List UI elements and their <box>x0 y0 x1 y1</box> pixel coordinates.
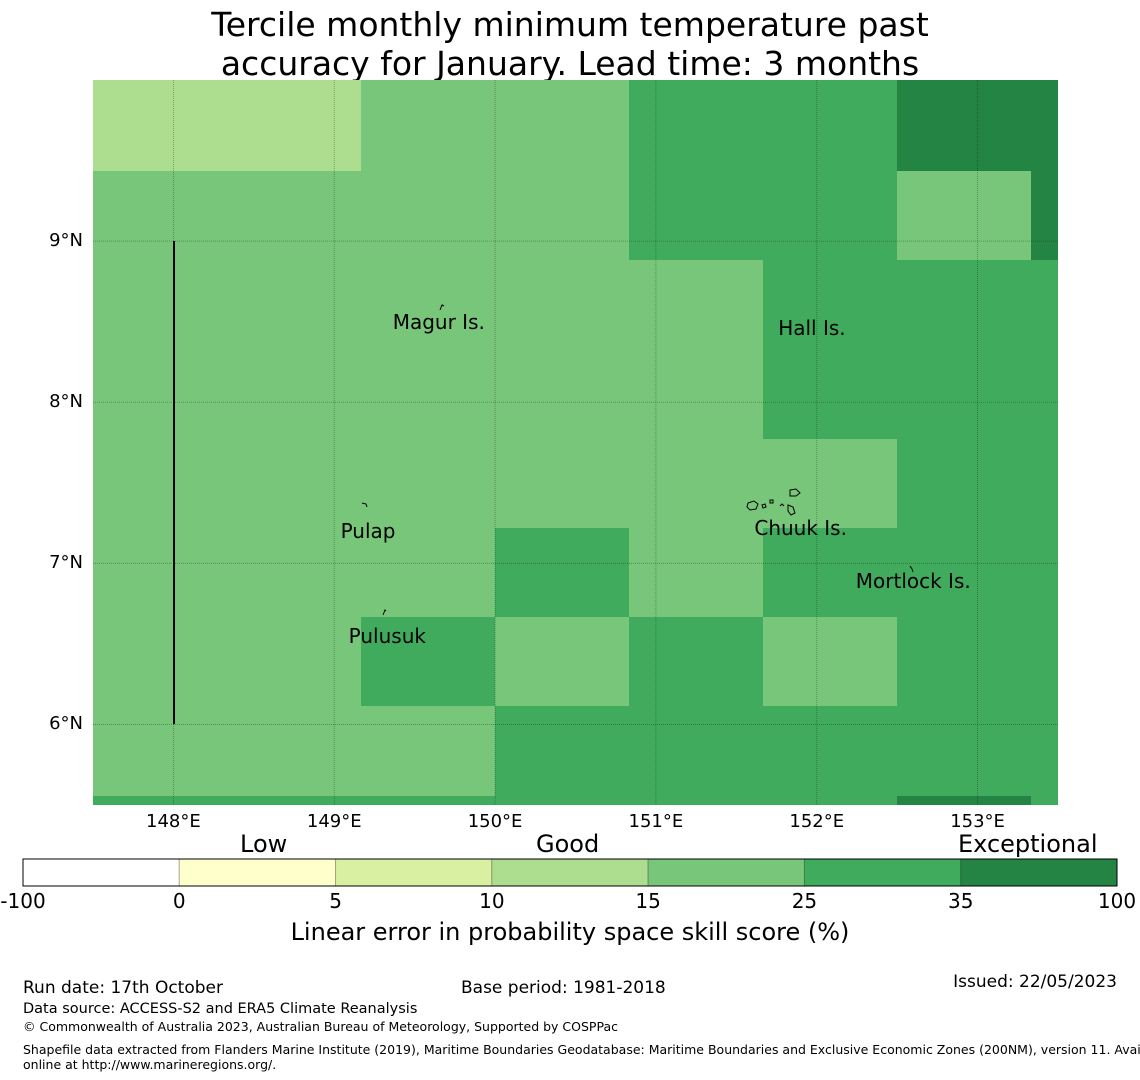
graticule <box>93 80 1058 805</box>
chuuk-islet-1 <box>761 503 767 509</box>
skill-map <box>93 80 1058 805</box>
chuuk-reef-east <box>787 504 796 516</box>
colorbar-tick-2: 5 <box>329 889 342 913</box>
shapefile-credit-line-1: Shapefile data extracted from Flanders M… <box>23 1042 1140 1057</box>
colorbar-tick-3: 10 <box>479 889 505 913</box>
skill-cell-3 <box>1031 171 1058 260</box>
lat-label-9: 9°N <box>49 230 83 252</box>
colorbar-tick-1: 0 <box>172 889 186 913</box>
base-period: Base period: 1981-2018 <box>461 978 666 998</box>
colorbar-tick-7: 100 <box>1097 889 1137 913</box>
colorbar-segment-4 <box>647 858 805 887</box>
place-label-5: Pulusuk <box>348 623 426 648</box>
skill-cell-6 <box>763 528 1058 617</box>
chuuk-islet-3 <box>779 503 785 507</box>
colorbar-tick-6: 35 <box>947 889 974 913</box>
skill-cell-13 <box>897 796 1031 805</box>
skill-cell-4 <box>763 260 1058 439</box>
colorbar-title: Linear error in probability space skill … <box>290 918 850 946</box>
skill-cell-2 <box>897 80 1058 171</box>
lat-label-7: 7°N <box>49 552 83 574</box>
category-good-label: Good <box>536 830 600 858</box>
shapefile-credit-line-2: online at http://www.marineregions.org/. <box>23 1057 277 1072</box>
colorbar-tick-0: -100 <box>0 889 46 913</box>
skill-cell-8 <box>495 528 629 617</box>
colorbar-segment-3 <box>491 858 649 887</box>
colorbar-frame <box>22 858 1118 887</box>
colorbar-segment-1 <box>178 858 337 887</box>
lon-label-152: 152°E <box>789 811 845 832</box>
lon-label-148: 148°E <box>146 811 201 832</box>
colorbar-segment-5 <box>803 858 962 887</box>
issued-date: Issued: 22/05/2023 <box>953 972 1117 992</box>
colorbar-segments <box>22 858 1118 887</box>
place-label-4: Mortlock Is. <box>855 569 971 594</box>
colorbar <box>22 858 1118 887</box>
title-line-1: Tercile monthly minimum temperature past <box>211 5 929 44</box>
chuuk-islet-2 <box>769 499 774 504</box>
skill-cell-1 <box>629 80 897 260</box>
island-outlines <box>361 304 914 616</box>
skill-cell-10 <box>629 617 763 706</box>
pulusuk-island-outline <box>382 609 387 616</box>
colorbar-tick-5: 25 <box>791 889 818 913</box>
place-label-1: Hall Is. <box>778 316 846 341</box>
title-line-2: accuracy for January. Lead time: 3 month… <box>220 44 920 83</box>
colorbar-segment-0 <box>22 858 180 887</box>
lat-label-6: 6°N <box>49 713 83 735</box>
lon-label-151: 151°E <box>628 811 684 832</box>
run-date: Run date: 17th October <box>23 978 223 998</box>
skill-cells <box>93 80 1058 805</box>
skill-cell-12 <box>93 796 495 805</box>
category-exceptional-label: Exceptional <box>958 830 1098 858</box>
pulap-island-outline <box>361 502 368 508</box>
lon-label-150: 150°E <box>467 811 523 832</box>
skill-cell-5 <box>897 439 1058 528</box>
lat-label-8: 8°N <box>49 391 83 413</box>
magur-island-outline <box>439 304 445 311</box>
place-label-3: Chuuk Is. <box>754 515 847 540</box>
colorbar-segment-2 <box>335 858 493 887</box>
mortlock-island-outline <box>909 565 914 573</box>
copyright: © Commonwealth of Australia 2023, Austra… <box>23 1019 618 1034</box>
category-low-label: Low <box>240 830 288 858</box>
lon-label-149: 149°E <box>306 811 362 832</box>
skill-cell-7 <box>897 617 1058 706</box>
lon-label-153: 153°E <box>950 811 1005 832</box>
place-label-2: Pulap <box>340 519 396 544</box>
chuuk-reef-north <box>789 488 801 497</box>
colorbar-segment-6 <box>960 858 1118 887</box>
chuuk-island-outline <box>746 500 759 511</box>
place-label-0: Magur Is. <box>392 309 485 334</box>
skill-cell-9 <box>361 617 495 706</box>
skill-cell-11 <box>495 706 1058 805</box>
skill-cell-0 <box>93 80 361 171</box>
data-source: Data source: ACCESS-S2 and ERA5 Climate … <box>23 1001 418 1017</box>
colorbar-tick-4: 15 <box>635 889 661 913</box>
